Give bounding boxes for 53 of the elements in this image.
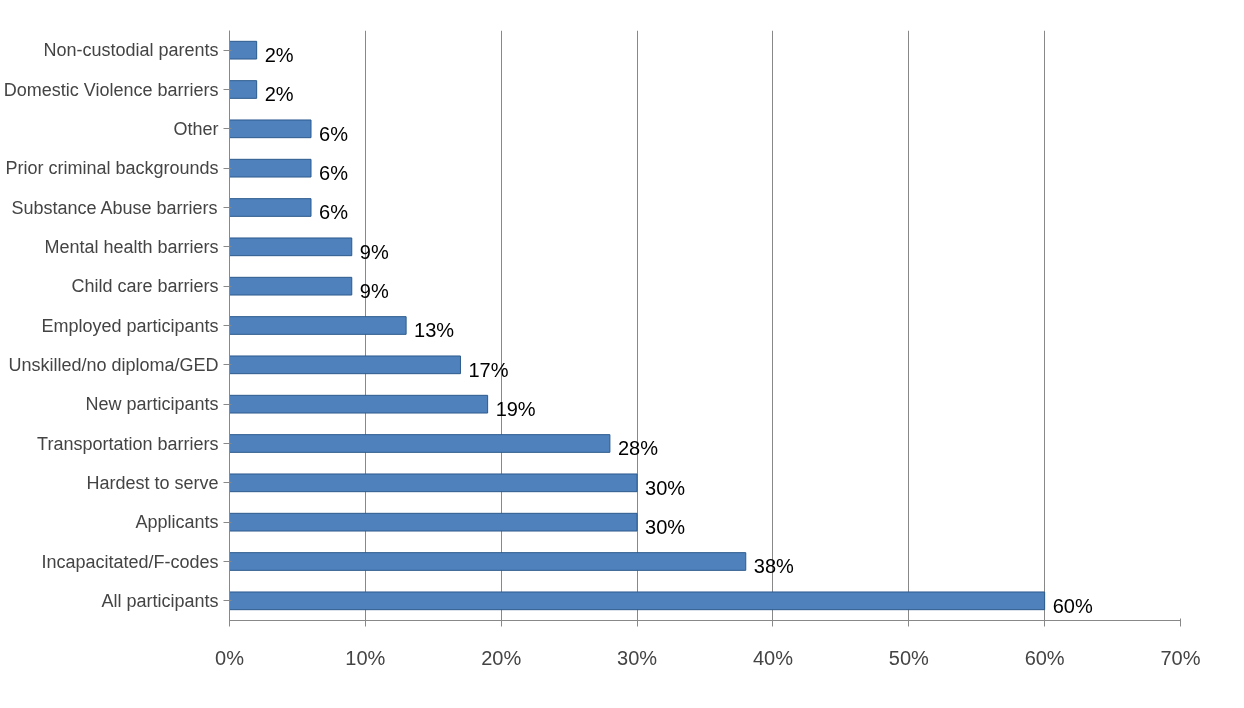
data-label: 28% xyxy=(617,437,659,460)
data-label: 6% xyxy=(319,161,349,184)
data-label: 38% xyxy=(753,555,794,578)
bar xyxy=(229,316,407,335)
x-tick-label: 10% xyxy=(345,646,386,669)
y-tick-label: All participants xyxy=(101,590,219,611)
bar xyxy=(229,552,747,571)
data-label: 30% xyxy=(645,515,686,538)
data-label: 2% xyxy=(264,43,294,66)
y-tick-label: Other xyxy=(173,118,219,139)
x-tick-label: 20% xyxy=(481,646,522,669)
y-tick-label: Child care barriers xyxy=(71,276,219,297)
bar xyxy=(229,473,638,493)
data-label: 9% xyxy=(359,279,389,302)
bar xyxy=(229,434,611,453)
data-label: 60% xyxy=(1052,594,1093,617)
y-tick-label: Prior criminal backgrounds xyxy=(5,158,219,179)
y-tick-label: Non-custodial parents xyxy=(43,40,219,61)
x-tick-label: 60% xyxy=(1024,646,1065,669)
y-tick-label: Hardest to serve xyxy=(86,472,219,493)
y-tick-label: Employed participants xyxy=(41,315,219,336)
bar xyxy=(229,512,638,532)
bar xyxy=(229,80,258,99)
bar xyxy=(229,355,461,375)
data-label: 19% xyxy=(495,397,536,420)
bar xyxy=(229,40,258,60)
y-tick-label: Unskilled/no diploma/GED xyxy=(8,354,219,375)
data-label: 6% xyxy=(319,122,349,145)
y-tick-label: Mental health barriers xyxy=(44,236,219,257)
x-tick-label: 40% xyxy=(752,646,794,669)
y-tick-label: New participants xyxy=(85,394,219,415)
data-label: 30% xyxy=(645,476,686,499)
bar xyxy=(229,119,312,139)
bar xyxy=(229,276,353,296)
x-tick-label: 0% xyxy=(215,646,245,669)
x-tick-label: 30% xyxy=(617,646,658,669)
x-tick-label: 70% xyxy=(1160,646,1201,669)
bar xyxy=(229,394,489,414)
x-tick-label: 50% xyxy=(888,646,930,669)
y-tick-label: Incapacitated/F-codes xyxy=(41,551,219,572)
data-label: 6% xyxy=(319,201,349,224)
y-tick-label: Applicants xyxy=(135,512,219,533)
y-tick-label: Transportation barriers xyxy=(37,433,219,454)
bar xyxy=(229,591,1046,611)
bar xyxy=(229,158,312,178)
data-label: 2% xyxy=(264,83,294,106)
data-label: 17% xyxy=(468,358,509,381)
data-label: 9% xyxy=(359,240,389,263)
bar xyxy=(229,237,353,257)
data-label: 13% xyxy=(414,319,455,342)
y-tick-label: Substance Abuse barriers xyxy=(11,197,218,218)
bar xyxy=(229,198,312,217)
y-tick-label: Domestic Violence barriers xyxy=(3,79,219,100)
